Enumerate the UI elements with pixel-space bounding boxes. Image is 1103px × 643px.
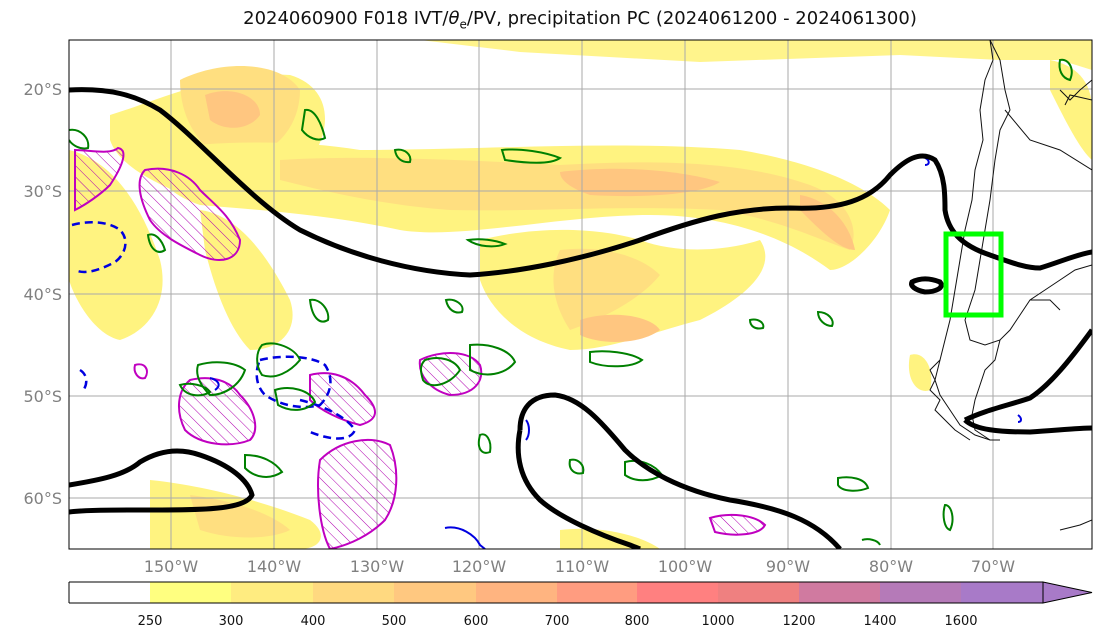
lon-label: 120°W [452,557,507,576]
lon-label: 80°W [869,557,913,576]
lat-label: 30°S [23,182,62,201]
colorbar-label: 1600 [944,614,977,629]
colorbar-label: 1400 [863,614,896,629]
colorbar: 250 300 400 500 600 700 800 1000 1200 14… [68,581,1093,629]
lon-label: 90°W [766,557,810,576]
colorbar-label: 500 [382,614,407,629]
lat-label: 20°S [23,80,62,99]
colorbar-outline [68,581,1043,604]
graticule [69,40,1092,549]
lon-label: 70°W [971,557,1015,576]
lon-label: 110°W [555,557,610,576]
colorbar-segment [476,582,557,603]
colorbar-segment [961,582,1043,603]
colorbar-segment [637,582,718,603]
pv-contours [74,146,767,549]
colorbar-label: 400 [301,614,326,629]
colorbar-extend-arrow [1042,581,1093,604]
coastline [929,40,1092,531]
lat-label: 50°S [23,387,62,406]
map-frame [68,39,1093,550]
lat-label: 60°S [23,489,62,508]
map-panel [69,40,1092,549]
colorbar-label: 600 [464,614,489,629]
lon-label: 150°W [144,557,199,576]
lat-tick-labels: 20°S 30°S 40°S 50°S 60°S [23,80,62,508]
ivt-anomaly-contours [69,58,1073,546]
colorbar-segment [394,582,476,603]
highlight-box [943,231,1004,318]
colorbar-segment [150,582,231,603]
colorbar-segment [313,582,394,603]
map-title: 2024060900 F018 IVT/θe/PV, precipitation… [243,8,917,32]
lon-label: 100°W [658,557,713,576]
lat-label: 40°S [23,285,62,304]
pv-thick-contours [69,87,1092,549]
lon-label: 140°W [247,557,302,576]
colorbar-label: 300 [219,614,244,629]
colorbar-segment [557,582,637,603]
colorbar-segment [69,582,150,603]
colorbar-segment [718,582,799,603]
colorbar-segment [231,582,313,603]
colorbar-label: 1000 [701,614,734,629]
colorbar-label: 1200 [782,614,815,629]
theta-e-contours [71,221,357,440]
colorbar-label: 700 [545,614,570,629]
colorbar-segment [880,582,961,603]
colorbar-segment [799,582,880,603]
lon-tick-labels: 150°W 140°W 130°W 120°W 110°W 100°W 90°W… [144,557,1015,576]
colorbar-label: 250 [138,614,163,629]
lon-label: 130°W [350,557,405,576]
colorbar-label: 800 [625,614,650,629]
ivt-shading [69,40,1092,549]
